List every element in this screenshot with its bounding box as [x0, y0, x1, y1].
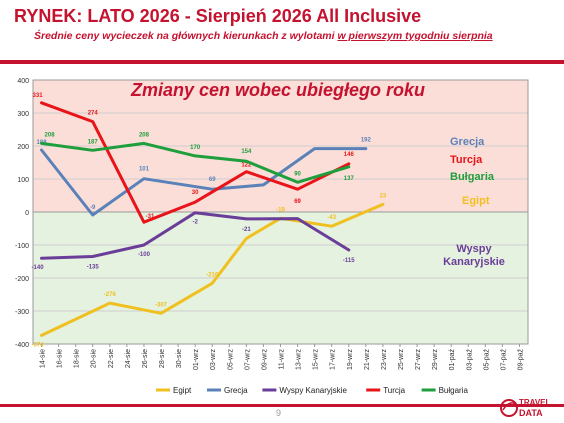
data-label: -216	[206, 272, 219, 278]
series-end-label: Wyspy	[456, 243, 492, 255]
x-tick-label: 29-wrz	[432, 349, 439, 371]
series-line	[40, 211, 351, 260]
data-label: 208	[139, 132, 150, 138]
x-tick-label: 07-wrz	[244, 349, 251, 371]
x-tick-label: 03-paź	[466, 349, 473, 371]
footer-divider	[0, 404, 564, 407]
legend-label: Egipt	[173, 386, 192, 395]
data-label: -307	[155, 302, 168, 308]
chart-title: Zmiany cen wobec ubiegłego roku	[130, 80, 425, 100]
series-end-label: Kanaryjskie	[443, 256, 505, 268]
data-label: 23	[380, 193, 387, 199]
header-divider	[0, 60, 564, 64]
data-label: -135	[87, 265, 100, 271]
data-label: 192	[361, 138, 372, 144]
series-end-label: Turcja	[450, 154, 483, 166]
y-tick-label: 100	[17, 177, 29, 184]
data-label: 69	[209, 177, 216, 183]
series-line	[40, 147, 368, 217]
data-label: -21	[242, 227, 251, 233]
series-end-label: Egipt	[462, 195, 490, 207]
x-tick-label: 17-wrz	[330, 349, 337, 371]
x-tick-label: 15-wrz	[313, 349, 320, 371]
data-label: 170	[190, 145, 201, 151]
x-tick-label: 26-sie	[142, 349, 149, 368]
x-tick-label: 05-paź	[483, 349, 490, 371]
series-end-label: Grecja	[450, 136, 485, 148]
data-label: -2	[192, 220, 198, 226]
x-tick-label: 21-wrz	[364, 349, 371, 371]
x-tick-label: 09-paź	[517, 349, 524, 371]
legend-label: Bułgaria	[439, 386, 469, 395]
x-tick-label: 11-wrz	[279, 349, 286, 370]
data-label: -9	[90, 205, 96, 211]
page-title: RYNEK: LATO 2026 - Sierpień 2026 All Inc…	[14, 6, 422, 26]
x-tick-label: 01-paź	[449, 349, 456, 371]
y-tick-label: 300	[17, 111, 29, 118]
x-tick-label: 23-wrz	[381, 349, 388, 371]
y-tick-label: -400	[15, 342, 29, 349]
x-tick-label: 13-wrz	[296, 349, 303, 371]
x-tick-label: 01-wrz	[193, 349, 200, 371]
y-tick-label: -300	[15, 309, 29, 316]
x-tick-label: 03-wrz	[210, 349, 217, 371]
data-label: -100	[138, 252, 151, 258]
series-line	[40, 202, 385, 337]
logo-swoosh-icon	[502, 402, 517, 411]
data-label: -19	[276, 207, 285, 213]
y-tick-label: 200	[17, 144, 29, 151]
series-end-label: Bułgaria	[450, 171, 495, 183]
x-tick-label: 16-sie	[57, 349, 64, 368]
x-tick-label: 24-sie	[125, 349, 132, 368]
x-tick-label: 20-sie	[91, 349, 98, 368]
subtitle-underlined: w pierwszym tygodniu sierpnia	[337, 30, 493, 42]
data-label: 331	[33, 93, 44, 99]
data-label: -43	[327, 215, 336, 221]
data-label: 187	[88, 139, 99, 145]
x-tick-label: 07-paź	[500, 349, 507, 371]
x-tick-label: 28-sie	[159, 349, 166, 368]
data-label: -140	[32, 265, 45, 271]
legend-label: Grecja	[224, 386, 248, 395]
legend-label: Turcja	[383, 386, 405, 395]
y-tick-label: -200	[15, 276, 29, 283]
series-line	[40, 101, 351, 224]
x-tick-label: 25-wrz	[398, 349, 405, 371]
price-change-chart: -400 -300 -200 -100 0 100 200 300 400 14-sie 16-si…	[15, 78, 529, 395]
travel-data-logo: TRAVEL DATA	[500, 398, 551, 418]
data-label: 30	[192, 190, 199, 196]
page-number: 9	[276, 408, 282, 418]
data-label: 208	[45, 132, 56, 138]
page-subtitle: Średnie ceny wycieczek na głównych kieru…	[34, 30, 493, 42]
data-label: -276	[104, 292, 117, 298]
y-tick-label: 0	[25, 210, 29, 217]
x-tick-label: 19-wrz	[347, 349, 354, 371]
x-tick-label: 27-wrz	[415, 349, 422, 371]
data-label: 101	[139, 167, 150, 173]
y-tick-label: -100	[15, 243, 29, 250]
data-label: 146	[344, 152, 355, 158]
y-tick-label: 400	[17, 78, 29, 85]
subtitle-text: Średnie ceny wycieczek na głównych kieru…	[34, 30, 338, 42]
x-tick-label: 30-sie	[176, 349, 183, 368]
x-tick-label: 09-wrz	[261, 349, 268, 371]
logo-top-text: TRAVEL	[519, 398, 551, 407]
data-label: -115	[343, 258, 355, 264]
logo-bottom-text: DATA	[519, 408, 543, 418]
data-label: 90	[294, 171, 301, 177]
x-tick-label: 22-sie	[108, 349, 115, 368]
x-tick-label: 14-sie	[40, 349, 47, 368]
x-tick-label: 18-sie	[74, 349, 81, 368]
series-line	[40, 141, 351, 184]
data-label: -31	[146, 214, 155, 220]
data-label: 69	[294, 199, 301, 205]
x-tick-label: 05-wrz	[227, 349, 234, 371]
data-label: 274	[88, 111, 99, 117]
data-label: 137	[344, 176, 355, 182]
data-label: 122	[241, 163, 252, 169]
legend-label: Wyspy Kanaryjskie	[279, 386, 347, 395]
data-label: 154	[241, 149, 252, 155]
data-label: -374	[32, 342, 45, 348]
logo-globe-icon	[500, 399, 518, 417]
